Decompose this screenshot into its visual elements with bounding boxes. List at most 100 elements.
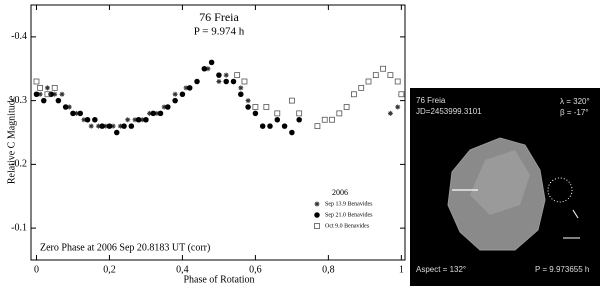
x-tick-label: 1 xyxy=(399,264,404,275)
data-point xyxy=(48,91,54,97)
data-point xyxy=(387,72,394,79)
data-point xyxy=(99,123,105,129)
y-tick-label: -0.2 xyxy=(11,159,27,170)
data-point xyxy=(274,110,281,117)
x-tick-label: 0,8 xyxy=(322,264,335,275)
data-point xyxy=(238,91,244,97)
model-panel: 76 Freia JD=2453999.3101 λ = 320° β = -1… xyxy=(410,88,600,286)
data-point xyxy=(157,110,164,117)
data-point xyxy=(92,117,98,123)
data-point xyxy=(358,84,365,91)
model-name: 76 Freia xyxy=(416,96,446,105)
data-point xyxy=(245,98,251,104)
data-point xyxy=(252,104,259,110)
data-point xyxy=(172,91,178,97)
data-point xyxy=(74,110,80,116)
x-tick-label: 0,2 xyxy=(103,264,116,275)
chart-title: 76 Freia xyxy=(199,10,239,24)
plot-frame xyxy=(30,4,406,261)
data-point xyxy=(66,104,72,110)
data-point xyxy=(44,91,51,98)
data-point xyxy=(44,85,50,91)
data-point xyxy=(37,91,43,97)
data-point xyxy=(241,78,248,85)
data-point xyxy=(172,97,178,104)
data-point xyxy=(147,110,153,116)
data-point xyxy=(343,104,350,110)
data-point xyxy=(380,65,387,72)
data-point xyxy=(216,79,222,84)
data-point xyxy=(37,84,44,91)
data-point xyxy=(387,110,393,116)
direction-marker xyxy=(547,177,573,203)
data-point xyxy=(252,110,259,117)
data-point xyxy=(77,110,84,117)
data-point xyxy=(135,117,142,123)
data-point xyxy=(281,123,288,129)
x-tick-label: 0 xyxy=(34,264,39,275)
data-point xyxy=(398,91,405,98)
data-point xyxy=(372,72,379,79)
data-point xyxy=(296,117,302,123)
legend-title: 2006 xyxy=(332,188,348,197)
data-point xyxy=(289,129,295,136)
data-point xyxy=(62,104,69,110)
direction-marker xyxy=(572,209,579,219)
data-point xyxy=(55,97,62,104)
data-point xyxy=(296,110,303,117)
y-tick-label: -0.1 xyxy=(11,222,27,233)
data-point xyxy=(179,91,186,97)
annotation: Zero Phase at 2006 Sep 20.8183 UT (corr) xyxy=(40,242,210,253)
data-point xyxy=(106,123,113,129)
data-point xyxy=(194,78,200,85)
data-point xyxy=(186,85,193,91)
asteroid-highlight xyxy=(470,150,530,215)
data-point xyxy=(365,78,372,85)
data-point xyxy=(230,78,237,85)
data-point xyxy=(51,84,58,91)
data-point xyxy=(205,66,211,72)
data-point xyxy=(288,97,295,104)
data-point xyxy=(395,104,401,110)
data-point xyxy=(117,123,123,129)
data-point xyxy=(143,117,149,123)
data-point xyxy=(274,117,281,123)
model-lambda: λ = 320° xyxy=(560,97,590,106)
data-point xyxy=(329,116,335,123)
data-point xyxy=(234,72,241,79)
legend-label: Oct 9.0 Benavides xyxy=(325,223,370,229)
data-point xyxy=(113,129,120,136)
legend-marker xyxy=(314,201,320,207)
data-point xyxy=(165,104,171,110)
data-point xyxy=(33,91,40,97)
legend-label: Sep 21.0 Benavides xyxy=(325,212,373,218)
data-point xyxy=(161,104,167,110)
data-point xyxy=(150,110,156,117)
y-axis-label: Relative C Magnitude xyxy=(6,95,17,184)
data-point xyxy=(336,110,343,117)
data-point xyxy=(238,85,244,91)
data-point xyxy=(223,78,229,85)
y-tick-label: -0.3 xyxy=(11,95,27,106)
data-point xyxy=(81,117,87,123)
data-point xyxy=(223,72,229,78)
data-point xyxy=(208,59,215,66)
data-point xyxy=(52,91,58,97)
data-point xyxy=(41,97,47,104)
legend-marker xyxy=(314,223,320,229)
data-point xyxy=(201,66,208,72)
data-point xyxy=(216,72,222,78)
data-point xyxy=(314,123,321,130)
x-tick-label: 0,4 xyxy=(176,264,189,275)
data-point xyxy=(394,78,401,85)
data-point xyxy=(154,110,160,116)
data-point xyxy=(121,123,127,129)
model-jd: JD=2453999.3101 xyxy=(416,107,482,116)
data-point xyxy=(351,91,357,98)
x-axis-label: Phase of Rotation xyxy=(183,274,254,285)
data-point xyxy=(183,85,189,91)
data-point xyxy=(70,110,76,117)
data-point xyxy=(33,78,40,85)
